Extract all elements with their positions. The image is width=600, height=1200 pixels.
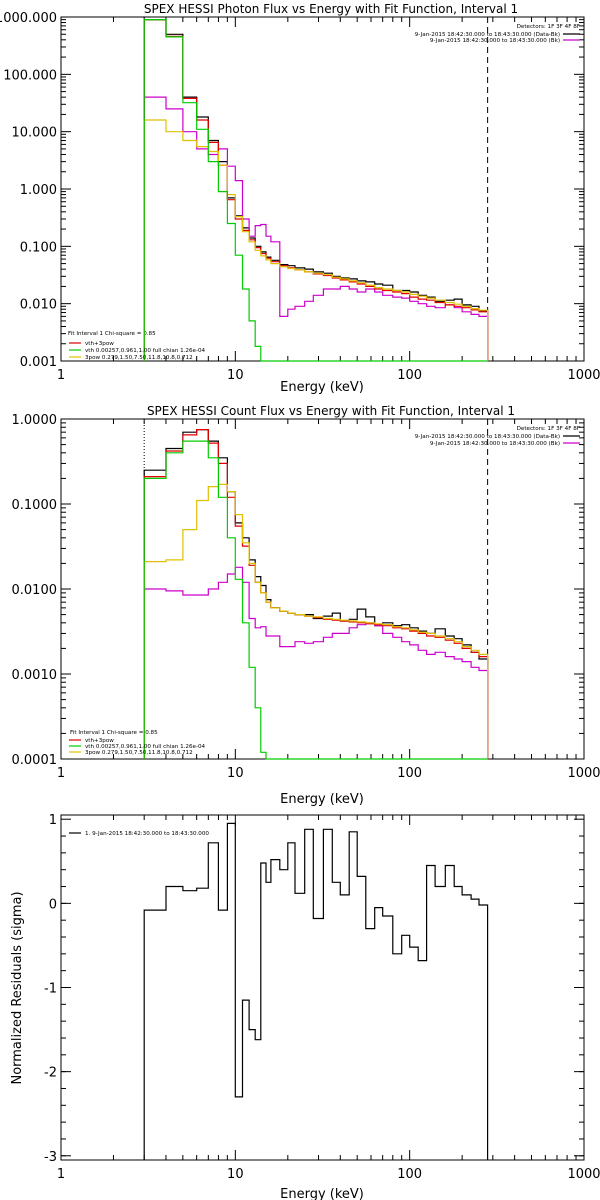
- count-flux-plot-frame: [60, 418, 585, 760]
- photon-flux-legend-right-text: 9-Jan-2015 18:42:30.000 to 18:43:30.000 …: [430, 38, 560, 44]
- count-flux-y-tick-label: 0.1000: [12, 498, 58, 513]
- count-flux-y-tick-label: 1.0000: [12, 413, 58, 428]
- photon-flux-x-tick-label: 1000: [567, 368, 600, 383]
- photon-flux-y-tick-label: 0.010: [20, 298, 57, 313]
- photon-flux-series-3: [143, 119, 489, 361]
- residuals-plot-frame: [60, 814, 585, 1161]
- count-flux-legend-left-text: 3pow 0.279,1.50,7.50,11.8,10.8,0.712: [85, 750, 193, 756]
- count-flux-x-tick-label: 1000: [567, 766, 600, 781]
- residuals-y-tick-label: -1: [44, 982, 57, 997]
- residuals-y-axis-label: Normalized Residuals (sigma): [10, 891, 25, 1084]
- photon-flux-series-2: [143, 19, 489, 361]
- photon-flux-y-tick-label: 1000.000: [0, 11, 57, 26]
- count-flux-series-3: [143, 483, 489, 759]
- count-flux-y-tick-label: 0.0010: [12, 668, 58, 683]
- photon-flux-y-tick-label: 1.000: [20, 183, 57, 198]
- count-flux-x-tick-label: 10: [227, 766, 244, 781]
- photon-flux-series-1: [143, 96, 489, 361]
- residuals-x-axis-label: Energy (keV): [280, 1187, 364, 1200]
- count-flux-x-tick-label: 100: [397, 766, 422, 781]
- photon-flux-y-tick-label: 10.000: [12, 126, 58, 141]
- residuals-y-tick-label: -2: [44, 1066, 57, 1081]
- count-flux-title: SPEX HESSI Count Flux vs Energy with Fit…: [147, 404, 515, 418]
- residuals-x-tick-label: 10: [227, 1167, 244, 1182]
- photon-flux-x-tick-label: 100: [397, 368, 422, 383]
- residuals-legend-left-text: 1. 9-Jan-2015 18:42:30.000 to 18:43:30.0…: [85, 831, 209, 837]
- residuals-y-tick-label: 1: [49, 813, 57, 828]
- count-flux-series-0: [143, 429, 489, 759]
- photon-flux-legend-left-text: vth 0.00257,0.961,1.00 full chian 1.26e-…: [85, 348, 206, 354]
- count-flux-legend-right-text: 9-Jan-2015 18:42:30.000 to 18:43:30.000 …: [415, 434, 560, 440]
- count-flux-series-2: [143, 429, 489, 759]
- count-flux-series-4: [143, 440, 488, 760]
- photon-flux-series-0: [143, 19, 489, 361]
- count-flux-legend-left-text: vth+3pow: [85, 738, 114, 744]
- photon-flux-panel: SPEX HESSI Photon Flux vs Energy with Fi…: [0, 2, 600, 395]
- photon-flux-y-tick-label: 0.001: [20, 355, 57, 370]
- count-flux-x-axis-label: Energy (keV): [280, 792, 364, 807]
- photon-flux-y-tick-label: 100.000: [3, 68, 57, 83]
- photon-flux-x-axis-label: Energy (keV): [280, 380, 364, 395]
- photon-flux-series-4: [143, 19, 488, 362]
- residuals-series-0: [143, 822, 489, 1160]
- photon-flux-x-tick-label: 1: [57, 368, 65, 383]
- count-flux-detectors-label: Detectors: 1F 3F 4F 8F: [517, 426, 580, 432]
- photon-flux-legend-left-text: 3pow 0.279,1.50,7.50,11.8,10.8,0.712: [85, 355, 193, 361]
- count-flux-legend-left-text: vth 0.00257,0.961,1.00 full chian 1.26e-…: [85, 744, 206, 750]
- photon-flux-legend-right-text: 9-Jan-2015 18:42:30.000 to 18:43:30.000 …: [415, 32, 560, 38]
- count-flux-fit-label: Fit Interval 1 Chi-square = 0.85: [70, 730, 158, 736]
- residuals-x-tick-label: 1: [57, 1167, 65, 1182]
- count-flux-y-tick-label: 0.0001: [12, 753, 58, 768]
- count-flux-legend-right-text: 9-Jan-2015 18:42:30.000 to 18:43:30.000 …: [430, 441, 560, 447]
- photon-flux-y-tick-label: 0.100: [20, 240, 57, 255]
- residuals-y-tick-label: 0: [49, 897, 57, 912]
- residuals-panel: 1 10 100 1000 -3 -2 -1 0 1 1. 9-Jan-2015 18:42:3…: [10, 813, 600, 1200]
- photon-flux-fit-label: Fit Interval 1 Chi-square = 0.85: [68, 331, 156, 337]
- count-flux-series-1: [143, 566, 489, 759]
- photon-flux-title: SPEX HESSI Photon Flux vs Energy with Fi…: [144, 2, 518, 16]
- photon-flux-legend-left-text: vth+3pow: [85, 341, 114, 347]
- residuals-y-tick-label: -3: [44, 1150, 57, 1165]
- photon-flux-detectors-label: Detectors: 1F 3F 4F 8F: [517, 24, 580, 30]
- count-flux-y-tick-label: 0.0100: [12, 583, 58, 598]
- photon-flux-x-tick-label: 10: [227, 368, 244, 383]
- photon-flux-plot-frame: [60, 16, 585, 362]
- residuals-x-tick-label: 100: [397, 1167, 422, 1182]
- count-flux-x-tick-label: 1: [57, 766, 65, 781]
- count-flux-panel: SPEX HESSI Count Flux vs Energy with Fit…: [12, 404, 600, 807]
- residuals-x-tick-label: 1000: [567, 1167, 600, 1182]
